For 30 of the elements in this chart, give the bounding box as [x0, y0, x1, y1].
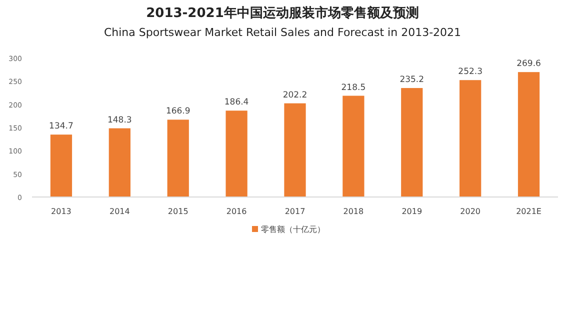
data-label: 148.3 [107, 115, 132, 126]
x-tick-label: 2020 [460, 207, 481, 216]
x-tick-label: 2017 [284, 207, 306, 216]
x-tick-label: 2014 [109, 207, 130, 216]
bar [50, 134, 72, 197]
bar [167, 120, 189, 197]
data-label: 202.2 [282, 90, 308, 100]
chart-title: 2013-2021年中国运动服装市场零售额及预测 [146, 5, 419, 21]
x-tick-label: 2015 [168, 207, 188, 216]
data-label: 186.4 [224, 98, 249, 108]
bar [108, 128, 130, 197]
x-tick-label: 2016 [226, 207, 247, 216]
x-tick-label: 2013 [51, 207, 72, 216]
bar [518, 72, 540, 197]
data-label: 252.3 [458, 67, 483, 78]
x-tick-label: 2019 [402, 207, 422, 216]
data-label: 218.5 [341, 82, 366, 93]
bar [460, 80, 482, 197]
legend-label: 零售额（十亿元） [261, 225, 325, 234]
data-label: 166.9 [166, 106, 190, 117]
x-tick-label: 2018 [343, 207, 364, 216]
data-label: 235.2 [400, 75, 424, 86]
bar [284, 103, 306, 197]
x-tick-label: 2021E [516, 207, 542, 216]
data-label: 134.7 [49, 122, 74, 132]
data-label: 269.6 [516, 59, 541, 70]
bar [401, 88, 423, 197]
chart-subtitle: China Sportswear Market Retail Sales and Forecast in 2013-2021 [104, 26, 462, 39]
bar [226, 110, 248, 197]
bar [342, 96, 364, 197]
